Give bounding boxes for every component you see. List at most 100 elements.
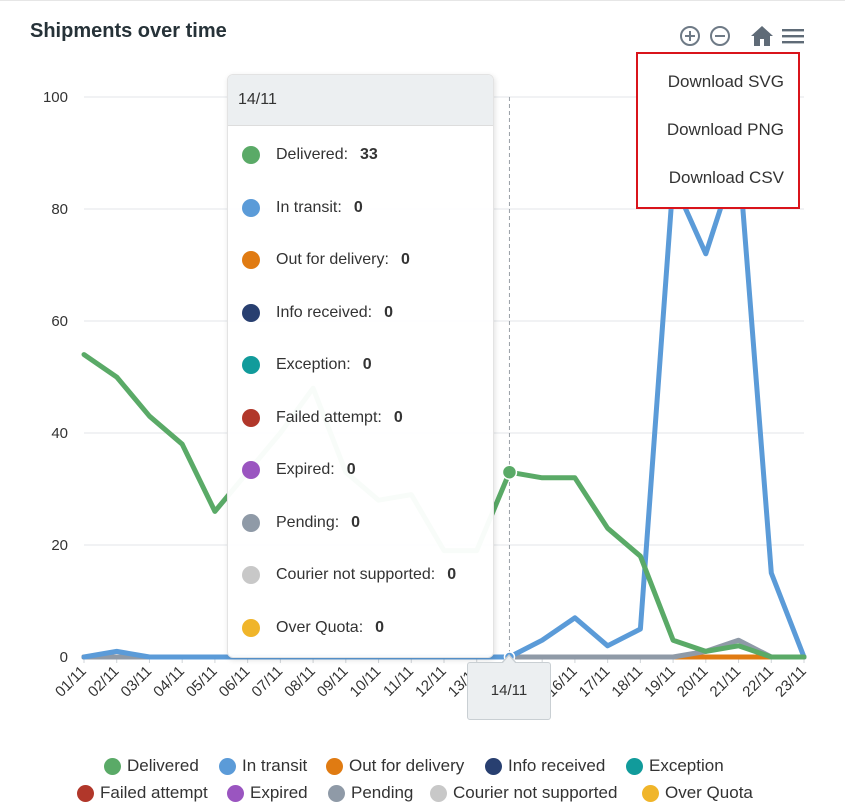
tooltip-label: Delivered:	[276, 146, 349, 163]
y-tick-label: 20	[51, 537, 68, 554]
legend-item[interactable]: Expired	[227, 783, 308, 803]
y-tick-label: 60	[51, 313, 68, 330]
legend-label: Exception	[649, 756, 724, 775]
legend-item[interactable]: Courier not supported	[430, 783, 617, 803]
legend-label: Info received	[508, 756, 606, 775]
zoom-in-icon[interactable]	[678, 24, 702, 48]
tooltip-row: In transit: 0	[242, 196, 363, 220]
tooltip-row: Failed attempt: 0	[242, 406, 403, 430]
tooltip-label: Expired:	[276, 461, 335, 478]
x-tick-label: 23/11	[772, 663, 810, 701]
legend-label: Expired	[250, 783, 308, 802]
hover-point-marker	[501, 464, 518, 480]
tooltip-value: 0	[400, 251, 410, 268]
x-tick-label: 22/11	[739, 663, 777, 701]
legend-item[interactable]: In transit	[219, 756, 307, 776]
tooltip-label: Courier not supported:	[276, 566, 436, 583]
series-color-dot	[242, 356, 260, 374]
tooltip-value: 33	[360, 146, 378, 163]
x-tick-label: 21/11	[707, 663, 745, 701]
series-color-dot	[242, 513, 260, 532]
x-tick-label: 02/11	[85, 663, 123, 701]
legend-marker	[326, 757, 343, 775]
tooltip-label: Exception:	[276, 356, 351, 373]
x-tick-label: 11/11	[380, 663, 417, 700]
tooltip-row: Info received: 0	[242, 301, 393, 325]
x-tick-label: 19/11	[641, 663, 679, 701]
download-csv-item[interactable]: Download CSV	[668, 168, 784, 187]
legend-marker	[430, 784, 447, 802]
download-png-item[interactable]: Download PNG	[666, 120, 784, 139]
top-border	[0, 0, 845, 1]
legend-marker	[328, 784, 345, 802]
tooltip-value: 0	[353, 198, 363, 216]
x-tick-label: 17/11	[576, 663, 614, 701]
series-tooltip: 14/11 Delivered: 33 In transit: 0 Out for de…	[227, 74, 494, 658]
legend-item[interactable]: Exception	[626, 756, 724, 776]
export-menu: Download SVG Download PNG Download CSV	[636, 52, 800, 209]
series-color-dot	[242, 251, 260, 269]
x-tick-label: 08/11	[281, 663, 319, 701]
y-tick-label: 0	[60, 649, 68, 666]
x-tooltip-arrow-inner	[502, 656, 516, 664]
tooltip-row: Over Quota: 0	[242, 616, 384, 640]
legend-label: Over Quota	[665, 783, 753, 802]
x-tick-label: 05/11	[183, 663, 221, 701]
x-tick-label: 09/11	[314, 663, 352, 701]
y-tick-label: 40	[51, 425, 68, 442]
legend-marker	[219, 757, 236, 775]
tooltip-row: Exception: 0	[242, 353, 372, 377]
tooltip-row: Courier not supported: 0	[242, 563, 456, 587]
y-tick-label: 100	[43, 89, 68, 106]
y-tick-label: 80	[51, 201, 68, 218]
tooltip-row: Pending: 0	[242, 511, 360, 535]
legend-item[interactable]: Failed attempt	[77, 783, 208, 803]
x-tick-label: 03/11	[117, 663, 155, 701]
x-tick-label: 04/11	[150, 663, 188, 701]
legend-marker	[77, 784, 94, 802]
legend-marker	[227, 784, 244, 802]
x-axis-tooltip: 14/11	[467, 662, 551, 720]
tooltip-value: 0	[362, 356, 372, 373]
tooltip-value: 0	[447, 566, 457, 583]
home-icon[interactable]	[750, 24, 774, 48]
tooltip-label: In transit:	[276, 198, 342, 216]
legend-item[interactable]: Over Quota	[642, 783, 753, 803]
legend-item[interactable]: Info received	[485, 756, 605, 776]
legend-marker	[104, 757, 121, 775]
series-color-dot	[242, 303, 260, 322]
tooltip-label: Pending:	[276, 513, 340, 531]
series-color-dot	[242, 408, 260, 427]
legend-item[interactable]: Delivered	[104, 756, 199, 776]
x-tick-label: 07/11	[248, 663, 286, 701]
series-color-dot	[242, 198, 260, 217]
menu-icon[interactable]	[781, 24, 805, 48]
x-tick-label: 20/11	[674, 663, 712, 701]
tooltip-value: 0	[346, 461, 356, 478]
legend-label: Out for delivery	[349, 756, 465, 775]
legend-label: Pending	[351, 783, 414, 802]
legend-label: Delivered	[127, 756, 199, 775]
tooltip-value: 0	[375, 618, 385, 636]
legend-marker	[642, 784, 659, 802]
x-tick-label: 10/11	[347, 663, 385, 701]
x-tick-label: 18/11	[608, 663, 646, 701]
zoom-out-icon[interactable]	[708, 24, 732, 48]
legend-item[interactable]: Out for delivery	[326, 756, 464, 776]
chart-title: Shipments over time	[30, 20, 227, 42]
download-svg-item[interactable]: Download SVG	[667, 72, 784, 91]
tooltip-label: Info received:	[276, 303, 373, 321]
series-color-dot	[242, 618, 260, 637]
tooltip-row: Expired: 0	[242, 458, 356, 482]
tooltip-value: 0	[384, 303, 393, 321]
x-tick-label: 01/11	[52, 663, 90, 701]
series-color-dot	[242, 146, 260, 164]
series-color-dot	[242, 566, 260, 584]
tooltip-label: Failed attempt:	[276, 408, 382, 426]
tooltip-row: Out for delivery: 0	[242, 248, 410, 272]
tooltip-value: 0	[351, 513, 361, 531]
legend-item[interactable]: Pending	[328, 783, 413, 803]
tooltip-row: Delivered: 33	[242, 143, 378, 167]
series-color-dot	[242, 461, 260, 479]
legend-marker	[485, 757, 502, 775]
